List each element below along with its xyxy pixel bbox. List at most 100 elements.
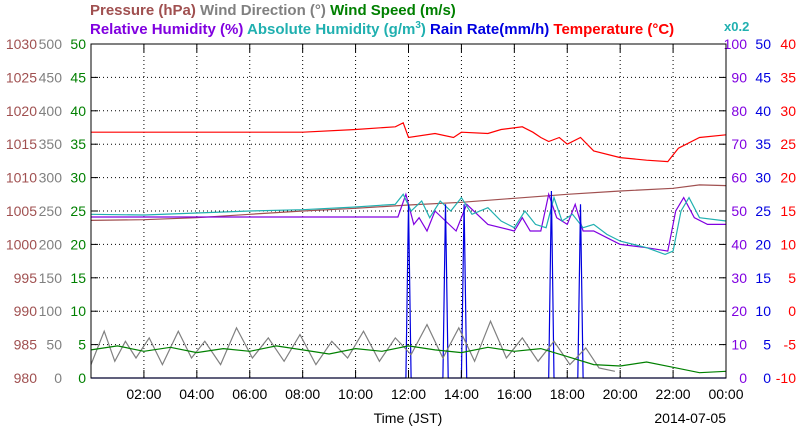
right-tick-rain_rate: 0 (763, 370, 771, 386)
x-tick-label: 06:00 (232, 386, 267, 402)
right-tick-humidity: 0 (739, 370, 747, 386)
legend-row-1: Pressure (hPa) Wind Direction (°) Wind S… (90, 2, 456, 19)
right-tick-humidity: 30 (731, 270, 747, 286)
right-tick-humidity: 100 (724, 36, 748, 52)
legend-entry-0: Pressure (hPa) (90, 2, 196, 19)
left-tick-wind_speed: 20 (70, 236, 86, 252)
x-tick-label: 18:00 (550, 386, 585, 402)
x-tick-label: 04:00 (179, 386, 214, 402)
right-tick-temperature: 0 (788, 303, 796, 319)
scale-note: x0.2 (724, 19, 749, 34)
x-tick-label: 08:00 (285, 386, 320, 402)
left-tick-pressure: 1020 (6, 103, 37, 119)
left-tick-wind_speed: 45 (70, 69, 86, 85)
right-tick-humidity: 90 (731, 69, 747, 85)
legend-entry-2: Wind Speed (m/s) (326, 2, 456, 19)
legend-entry-1: Wind Direction (°) (196, 2, 326, 19)
right-tick-temperature: 30 (780, 103, 796, 119)
right-tick-temperature: 25 (780, 136, 796, 152)
right-tick-rain_rate: 35 (755, 136, 771, 152)
left-tick-wind_direction: 500 (39, 36, 63, 52)
series-absolute-humidity (90, 193, 727, 256)
right-tick-rain_rate: 10 (755, 303, 771, 319)
right-tick-rain_rate: 5 (763, 337, 771, 353)
svg-text:Relative Humidity (%) Absolute: Relative Humidity (%) Absolute Humidity … (90, 20, 674, 38)
x-axis-label: Time (JST) (374, 410, 443, 426)
right-tick-humidity: 60 (731, 170, 747, 186)
legend-entry-3: Temperature (°C) (549, 21, 674, 38)
right-tick-humidity: 10 (731, 337, 747, 353)
right-tick-temperature: 40 (780, 36, 796, 52)
right-tick-humidity: 40 (731, 236, 747, 252)
right-tick-rain_rate: 25 (755, 203, 771, 219)
series-layer (90, 121, 727, 379)
left-tick-pressure: 1025 (6, 69, 37, 85)
x-tick-label: 22:00 (656, 386, 691, 402)
right-tick-temperature: 35 (780, 69, 796, 85)
left-tick-wind_speed: 5 (78, 337, 86, 353)
left-tick-pressure: 985 (14, 337, 38, 353)
left-tick-wind_speed: 0 (78, 370, 86, 386)
x-tick-label: 12:00 (391, 386, 426, 402)
right-tick-rain_rate: 40 (755, 103, 771, 119)
right-tick-temperature: 20 (780, 170, 796, 186)
x-tick-label: 16:00 (497, 386, 532, 402)
left-tick-pressure: 995 (14, 270, 38, 286)
legend-row-2: Relative Humidity (%) Absolute Humidity … (90, 19, 749, 38)
x-tick-label: 00:00 (708, 386, 743, 402)
left-tick-wind_speed: 35 (70, 136, 86, 152)
legend-entry-1: Absolute Humidity (g/m (243, 21, 415, 38)
left-tick-pressure: 990 (14, 303, 38, 319)
legend-entry-2: Rain Rate(mm/h) (426, 21, 549, 38)
left-tick-pressure: 1010 (6, 170, 37, 186)
left-tick-wind_direction: 400 (39, 103, 63, 119)
left-tick-wind_speed: 40 (70, 103, 86, 119)
left-tick-wind_direction: 150 (39, 270, 63, 286)
date-label: 2014-07-05 (654, 410, 726, 426)
left-tick-wind_speed: 15 (70, 270, 86, 286)
left-tick-pressure: 1005 (6, 203, 37, 219)
right-tick-temperature: 5 (788, 270, 796, 286)
series-rain-rate (91, 190, 726, 379)
left-tick-pressure: 1030 (6, 36, 37, 52)
right-tick-rain_rate: 20 (755, 236, 771, 252)
left-tick-wind_direction: 200 (39, 236, 63, 252)
left-tick-wind_direction: 100 (39, 303, 63, 319)
right-tick-rain_rate: 30 (755, 170, 771, 186)
series-wind-direction (90, 319, 616, 372)
left-tick-wind_direction: 250 (39, 203, 63, 219)
left-tick-wind_direction: 50 (46, 337, 62, 353)
left-axes: 9809859909951000100510101015102010251030… (6, 36, 726, 386)
left-tick-wind_direction: 350 (39, 136, 63, 152)
x-axis-ticks: 02:00 04:00 06:00 08:00 10:00 12:00 14:00 16:00… (126, 44, 744, 402)
left-tick-wind_speed: 50 (70, 36, 86, 52)
right-tick-humidity: 80 (731, 103, 747, 119)
x-tick-label: 02:00 (126, 386, 161, 402)
left-tick-pressure: 980 (14, 370, 38, 386)
right-tick-humidity: 70 (731, 136, 747, 152)
right-tick-rain_rate: 15 (755, 270, 771, 286)
right-tick-temperature: -5 (784, 337, 797, 353)
x-tick-label: 10:00 (338, 386, 373, 402)
svg-text:Pressure (hPa) Wind Direction: Pressure (hPa) Wind Direction (°) Wind S… (90, 2, 456, 19)
right-tick-temperature: 15 (780, 203, 796, 219)
left-tick-wind_direction: 0 (54, 370, 62, 386)
right-tick-temperature: -10 (776, 370, 796, 386)
series-temperature (91, 121, 727, 163)
series-relative-humidity (91, 192, 726, 252)
series-wind-speed (90, 345, 727, 374)
right-tick-humidity: 20 (731, 303, 747, 319)
right-tick-rain_rate: 50 (755, 36, 771, 52)
x-tick-label: 20:00 (603, 386, 638, 402)
left-tick-pressure: 1000 (6, 236, 37, 252)
x-tick-label: 14:00 (444, 386, 479, 402)
right-tick-temperature: 10 (780, 236, 796, 252)
left-tick-wind_direction: 300 (39, 170, 63, 186)
left-tick-wind_speed: 10 (70, 303, 86, 319)
left-tick-wind_direction: 450 (39, 69, 63, 85)
right-axes: 0102030405060708090100051015202530354045… (724, 36, 797, 386)
right-tick-rain_rate: 45 (755, 69, 771, 85)
left-tick-wind_speed: 30 (70, 170, 86, 186)
legend-entry-0: Relative Humidity (%) (90, 21, 243, 38)
